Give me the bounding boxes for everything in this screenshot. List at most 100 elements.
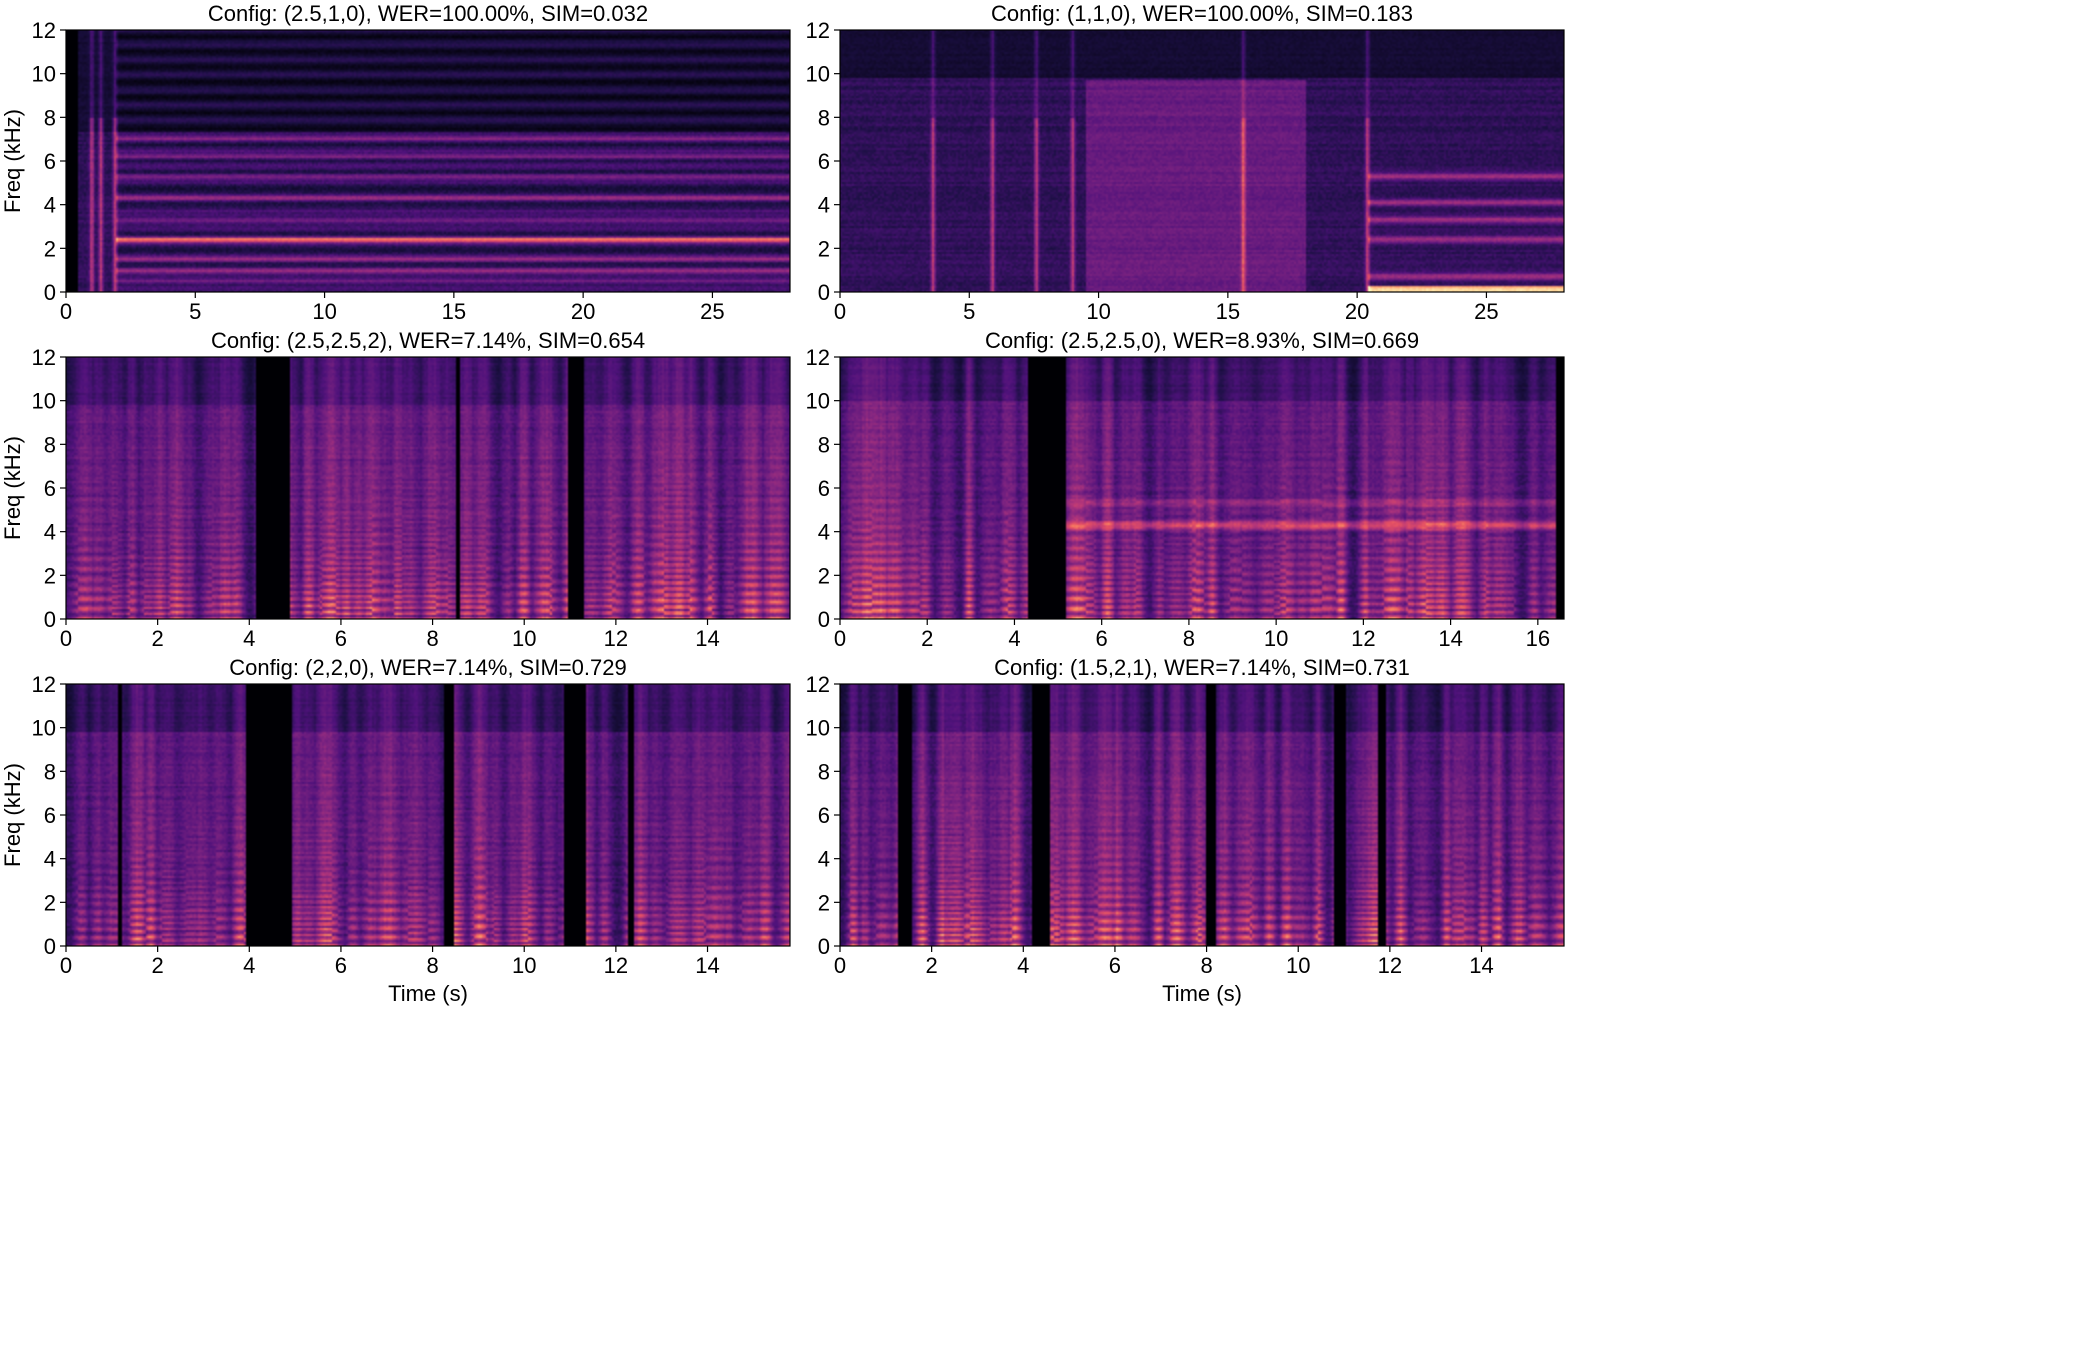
x-tick-label: 6 xyxy=(1109,953,1121,978)
x-tick-label: 4 xyxy=(243,953,255,978)
y-tick-label: 6 xyxy=(44,149,56,174)
spectrogram-panel-2: Config: (1,1,0), WER=100.00%, SIM=0.183 0… xyxy=(806,1,1565,324)
x-tick-label: 2 xyxy=(921,626,933,651)
panel-title: Config: (2,2,0), WER=7.14%, SIM=0.729 xyxy=(229,655,626,680)
spectrogram-panel-6: Config: (1.5,2,1), WER=7.14%, SIM=0.731 0… xyxy=(806,655,1565,1006)
y-axis-label: Freq (kHz) xyxy=(0,109,25,213)
y-tick-label: 8 xyxy=(818,759,830,784)
x-tick-label: 10 xyxy=(512,626,536,651)
x-tick-label: 10 xyxy=(1286,953,1310,978)
x-tick-label: 6 xyxy=(1096,626,1108,651)
y-tick-label: 6 xyxy=(818,476,830,501)
x-tick-label: 10 xyxy=(512,953,536,978)
x-tick-label: 2 xyxy=(926,953,938,978)
x-tick-label: 8 xyxy=(1183,626,1195,651)
panel-title: Config: (2.5,2.5,2), WER=7.14%, SIM=0.65… xyxy=(211,328,645,353)
x-tick-label: 8 xyxy=(426,953,438,978)
y-tick-label: 10 xyxy=(32,389,56,414)
y-tick-label: 2 xyxy=(818,563,830,588)
y-tick-label: 10 xyxy=(32,716,56,741)
y-tick-label: 10 xyxy=(806,62,830,87)
y-tick-label: 10 xyxy=(32,62,56,87)
y-tick-label: 8 xyxy=(818,105,830,130)
y-tick-label: 10 xyxy=(806,716,830,741)
y-axis-label: Freq (kHz) xyxy=(0,763,25,867)
y-tick-label: 6 xyxy=(818,803,830,828)
x-tick-label: 14 xyxy=(1438,626,1462,651)
y-tick-label: 4 xyxy=(44,520,56,545)
x-tick-label: 6 xyxy=(335,626,347,651)
y-tick-label: 12 xyxy=(806,18,830,43)
y-tick-label: 0 xyxy=(818,280,830,305)
y-tick-label: 0 xyxy=(44,934,56,959)
x-tick-label: 10 xyxy=(1264,626,1288,651)
panel-title: Config: (2.5,2.5,0), WER=8.93%, SIM=0.66… xyxy=(985,328,1419,353)
x-tick-label: 15 xyxy=(442,299,466,324)
y-tick-label: 12 xyxy=(32,18,56,43)
panel-title: Config: (1,1,0), WER=100.00%, SIM=0.183 xyxy=(991,1,1413,26)
panel-title: Config: (2.5,1,0), WER=100.00%, SIM=0.03… xyxy=(208,1,648,26)
y-tick-label: 10 xyxy=(806,389,830,414)
y-tick-label: 4 xyxy=(818,847,830,872)
x-tick-label: 20 xyxy=(1345,299,1369,324)
spectrogram-image xyxy=(66,30,790,292)
x-tick-label: 0 xyxy=(834,626,846,651)
y-tick-label: 12 xyxy=(32,345,56,370)
x-tick-label: 0 xyxy=(834,299,846,324)
x-tick-label: 2 xyxy=(152,953,164,978)
y-tick-label: 2 xyxy=(818,890,830,915)
x-tick-label: 8 xyxy=(426,626,438,651)
y-tick-label: 0 xyxy=(44,280,56,305)
x-tick-label: 14 xyxy=(695,626,719,651)
x-tick-label: 4 xyxy=(1008,626,1020,651)
y-tick-label: 12 xyxy=(32,672,56,697)
x-axis-label: Time (s) xyxy=(1162,981,1242,1006)
x-tick-label: 15 xyxy=(1216,299,1240,324)
x-tick-label: 0 xyxy=(60,299,72,324)
y-tick-label: 4 xyxy=(818,193,830,218)
y-axis-label: Freq (kHz) xyxy=(0,436,25,540)
y-tick-label: 4 xyxy=(818,520,830,545)
y-tick-label: 8 xyxy=(44,105,56,130)
x-tick-label: 0 xyxy=(60,626,72,651)
x-tick-label: 25 xyxy=(700,299,724,324)
y-tick-label: 4 xyxy=(44,847,56,872)
y-tick-label: 6 xyxy=(44,803,56,828)
y-tick-label: 2 xyxy=(818,236,830,261)
x-tick-label: 10 xyxy=(1086,299,1110,324)
y-tick-label: 8 xyxy=(44,759,56,784)
y-tick-label: 2 xyxy=(44,236,56,261)
y-tick-label: 8 xyxy=(44,432,56,457)
y-tick-label: 2 xyxy=(44,563,56,588)
x-tick-label: 12 xyxy=(604,626,628,651)
x-tick-label: 5 xyxy=(963,299,975,324)
x-tick-label: 4 xyxy=(1017,953,1029,978)
x-tick-label: 2 xyxy=(152,626,164,651)
x-axis-label: Time (s) xyxy=(388,981,468,1006)
x-tick-label: 16 xyxy=(1526,626,1550,651)
x-tick-label: 10 xyxy=(312,299,336,324)
x-tick-label: 12 xyxy=(1351,626,1375,651)
x-tick-label: 8 xyxy=(1200,953,1212,978)
x-tick-label: 14 xyxy=(695,953,719,978)
y-tick-label: 12 xyxy=(806,672,830,697)
y-tick-label: 4 xyxy=(44,193,56,218)
x-tick-label: 12 xyxy=(604,953,628,978)
panel-title: Config: (1.5,2,1), WER=7.14%, SIM=0.731 xyxy=(994,655,1410,680)
spectrogram-panel-4: Config: (2.5,2.5,0), WER=8.93%, SIM=0.66… xyxy=(806,328,1565,651)
y-tick-label: 12 xyxy=(806,345,830,370)
spectrogram-panel-3: Config: (2.5,2.5,2), WER=7.14%, SIM=0.65… xyxy=(0,328,791,651)
x-tick-label: 25 xyxy=(1474,299,1498,324)
y-tick-label: 0 xyxy=(44,607,56,632)
x-tick-label: 4 xyxy=(243,626,255,651)
y-tick-label: 0 xyxy=(818,934,830,959)
spectrogram-image xyxy=(840,357,1564,619)
y-tick-label: 0 xyxy=(818,607,830,632)
spectrogram-image xyxy=(840,30,1564,292)
spectrogram-image xyxy=(66,684,790,946)
spectrogram-image xyxy=(840,684,1564,946)
y-tick-label: 6 xyxy=(818,149,830,174)
y-tick-label: 8 xyxy=(818,432,830,457)
x-tick-label: 12 xyxy=(1378,953,1402,978)
